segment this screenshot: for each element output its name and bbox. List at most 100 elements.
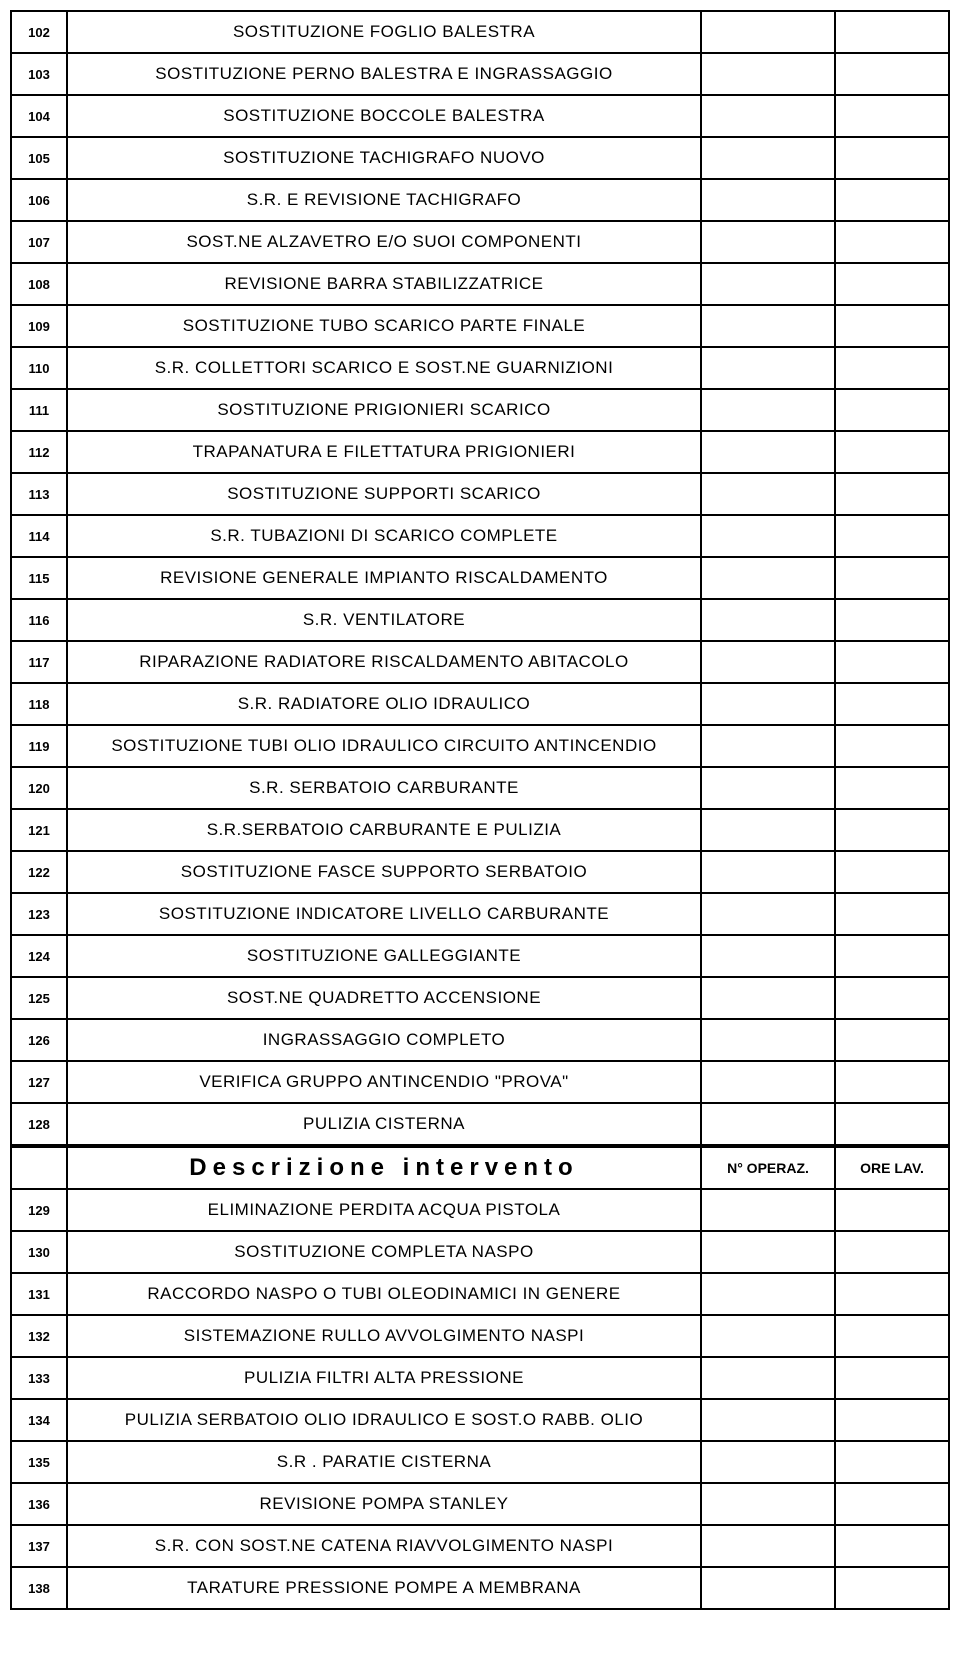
row-operaz bbox=[701, 389, 835, 431]
table-row: 111SOSTITUZIONE PRIGIONIERI SCARICO bbox=[11, 389, 949, 431]
table-row: 127VERIFICA GRUPPO ANTINCENDIO "PROVA" bbox=[11, 1061, 949, 1103]
row-number: 128 bbox=[11, 1103, 67, 1146]
row-number: 129 bbox=[11, 1189, 67, 1231]
row-description: S.R. TUBAZIONI DI SCARICO COMPLETE bbox=[67, 515, 701, 557]
row-operaz bbox=[701, 1061, 835, 1103]
table-row: 130SOSTITUZIONE COMPLETA NASPO bbox=[11, 1231, 949, 1273]
row-description: S.R. CON SOST.NE CATENA RIAVVOLGIMENTO N… bbox=[67, 1525, 701, 1567]
row-ore bbox=[835, 1525, 949, 1567]
row-ore bbox=[835, 95, 949, 137]
row-ore bbox=[835, 1441, 949, 1483]
row-ore bbox=[835, 137, 949, 179]
table-row: 122SOSTITUZIONE FASCE SUPPORTO SERBATOIO bbox=[11, 851, 949, 893]
row-description: SOSTITUZIONE PRIGIONIERI SCARICO bbox=[67, 389, 701, 431]
row-description: SOSTITUZIONE TUBI OLIO IDRAULICO CIRCUIT… bbox=[67, 725, 701, 767]
row-operaz bbox=[701, 851, 835, 893]
row-operaz bbox=[701, 1525, 835, 1567]
row-number: 122 bbox=[11, 851, 67, 893]
row-description: SOSTITUZIONE FASCE SUPPORTO SERBATOIO bbox=[67, 851, 701, 893]
row-ore bbox=[835, 935, 949, 977]
row-description: TARATURE PRESSIONE POMPE A MEMBRANA bbox=[67, 1567, 701, 1609]
intervento-table: 102SOSTITUZIONE FOGLIO BALESTRA103SOSTIT… bbox=[10, 10, 950, 1610]
row-number: 111 bbox=[11, 389, 67, 431]
row-operaz bbox=[701, 809, 835, 851]
table-row: 133PULIZIA FILTRI ALTA PRESSIONE bbox=[11, 1357, 949, 1399]
row-operaz bbox=[701, 599, 835, 641]
row-operaz bbox=[701, 1189, 835, 1231]
row-operaz bbox=[701, 1567, 835, 1609]
row-description: SOST.NE ALZAVETRO E/O SUOI COMPONENTI bbox=[67, 221, 701, 263]
row-ore bbox=[835, 53, 949, 95]
table-row: 102SOSTITUZIONE FOGLIO BALESTRA bbox=[11, 11, 949, 53]
row-description: SOSTITUZIONE PERNO BALESTRA E INGRASSAGG… bbox=[67, 53, 701, 95]
row-description: S.R. VENTILATORE bbox=[67, 599, 701, 641]
row-ore bbox=[835, 683, 949, 725]
row-operaz bbox=[701, 1483, 835, 1525]
row-operaz bbox=[701, 1399, 835, 1441]
table-row: 120S.R. SERBATOIO CARBURANTE bbox=[11, 767, 949, 809]
row-description: PULIZIA CISTERNA bbox=[67, 1103, 701, 1146]
table-row: 106S.R. E REVISIONE TACHIGRAFO bbox=[11, 179, 949, 221]
row-operaz bbox=[701, 431, 835, 473]
table-row: 114S.R. TUBAZIONI DI SCARICO COMPLETE bbox=[11, 515, 949, 557]
row-operaz bbox=[701, 179, 835, 221]
table-row: 107SOST.NE ALZAVETRO E/O SUOI COMPONENTI bbox=[11, 221, 949, 263]
row-operaz bbox=[701, 473, 835, 515]
row-ore bbox=[835, 1103, 949, 1146]
row-operaz bbox=[701, 935, 835, 977]
table-row: 137S.R. CON SOST.NE CATENA RIAVVOLGIMENT… bbox=[11, 1525, 949, 1567]
row-description: SOSTITUZIONE INDICATORE LIVELLO CARBURAN… bbox=[67, 893, 701, 935]
row-description: SOSTITUZIONE TACHIGRAFO NUOVO bbox=[67, 137, 701, 179]
row-number: 105 bbox=[11, 137, 67, 179]
table-row: 123SOSTITUZIONE INDICATORE LIVELLO CARBU… bbox=[11, 893, 949, 935]
row-operaz bbox=[701, 95, 835, 137]
row-number: 106 bbox=[11, 179, 67, 221]
row-ore bbox=[835, 179, 949, 221]
row-description: S.R. SERBATOIO CARBURANTE bbox=[67, 767, 701, 809]
row-operaz bbox=[701, 347, 835, 389]
row-ore bbox=[835, 599, 949, 641]
table-row: 112TRAPANATURA E FILETTATURA PRIGIONIERI bbox=[11, 431, 949, 473]
row-number: 120 bbox=[11, 767, 67, 809]
row-number: 110 bbox=[11, 347, 67, 389]
row-ore bbox=[835, 767, 949, 809]
row-operaz bbox=[701, 1441, 835, 1483]
row-ore bbox=[835, 1567, 949, 1609]
row-description: SOSTITUZIONE SUPPORTI SCARICO bbox=[67, 473, 701, 515]
row-number: 130 bbox=[11, 1231, 67, 1273]
row-number: 125 bbox=[11, 977, 67, 1019]
row-operaz bbox=[701, 1273, 835, 1315]
row-number: 127 bbox=[11, 1061, 67, 1103]
row-operaz bbox=[701, 305, 835, 347]
row-description: ELIMINAZIONE PERDITA ACQUA PISTOLA bbox=[67, 1189, 701, 1231]
row-operaz bbox=[701, 977, 835, 1019]
row-description: REVISIONE BARRA STABILIZZATRICE bbox=[67, 263, 701, 305]
row-description: PULIZIA FILTRI ALTA PRESSIONE bbox=[67, 1357, 701, 1399]
table-row: 126INGRASSAGGIO COMPLETO bbox=[11, 1019, 949, 1061]
row-ore bbox=[835, 1357, 949, 1399]
row-ore bbox=[835, 1399, 949, 1441]
row-operaz bbox=[701, 641, 835, 683]
row-operaz bbox=[701, 1315, 835, 1357]
row-description: REVISIONE GENERALE IMPIANTO RISCALDAMENT… bbox=[67, 557, 701, 599]
row-operaz bbox=[701, 1357, 835, 1399]
table-row: 116S.R. VENTILATORE bbox=[11, 599, 949, 641]
row-number: 137 bbox=[11, 1525, 67, 1567]
row-description: TRAPANATURA E FILETTATURA PRIGIONIERI bbox=[67, 431, 701, 473]
row-operaz bbox=[701, 137, 835, 179]
row-description: RIPARAZIONE RADIATORE RISCALDAMENTO ABIT… bbox=[67, 641, 701, 683]
table-row: 119SOSTITUZIONE TUBI OLIO IDRAULICO CIRC… bbox=[11, 725, 949, 767]
header-desc: Descrizione intervento bbox=[67, 1146, 701, 1189]
row-number: 123 bbox=[11, 893, 67, 935]
table-row: 124SOSTITUZIONE GALLEGGIANTE bbox=[11, 935, 949, 977]
row-number: 131 bbox=[11, 1273, 67, 1315]
row-number: 107 bbox=[11, 221, 67, 263]
row-number: 114 bbox=[11, 515, 67, 557]
row-number: 113 bbox=[11, 473, 67, 515]
row-number: 134 bbox=[11, 1399, 67, 1441]
row-ore bbox=[835, 641, 949, 683]
row-operaz bbox=[701, 1103, 835, 1146]
table-row: 134PULIZIA SERBATOIO OLIO IDRAULICO E SO… bbox=[11, 1399, 949, 1441]
row-description: S.R. E REVISIONE TACHIGRAFO bbox=[67, 179, 701, 221]
table-row: 129ELIMINAZIONE PERDITA ACQUA PISTOLA bbox=[11, 1189, 949, 1231]
